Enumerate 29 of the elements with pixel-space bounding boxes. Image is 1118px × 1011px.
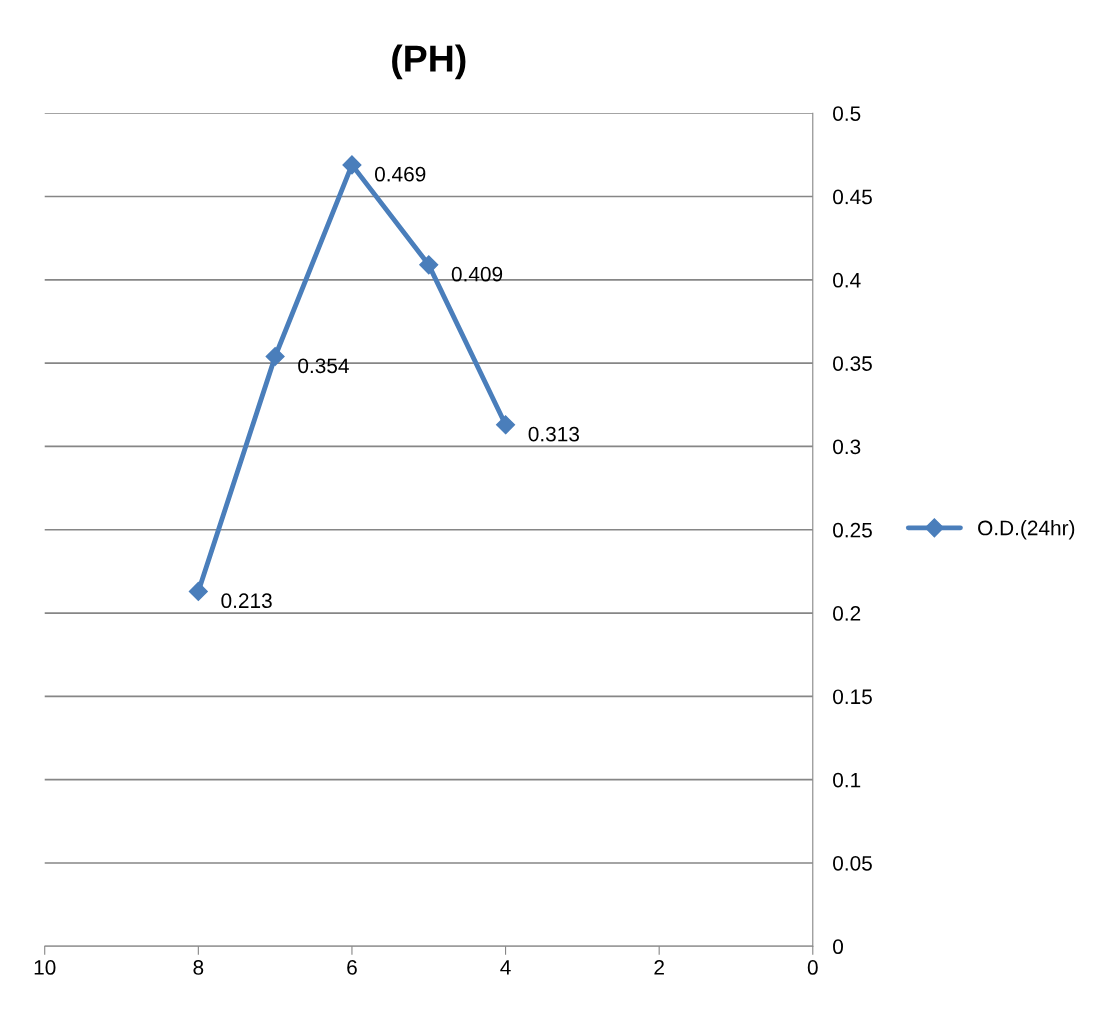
y-tick-label: 0 bbox=[833, 939, 843, 955]
x-tick-label: 2 bbox=[654, 960, 664, 975]
x-tick-label: 6 bbox=[347, 960, 357, 975]
y-tick-label: 0.5 bbox=[833, 106, 861, 121]
y-tick-label: 0.05 bbox=[833, 855, 872, 871]
point bbox=[188, 581, 208, 601]
y-tick-label: 0.3 bbox=[833, 439, 861, 455]
x-tick-label: 10 bbox=[34, 960, 56, 975]
data-label: 0.409 bbox=[451, 266, 503, 282]
data-label: 0.213 bbox=[221, 593, 272, 609]
y-tick-label: 0.25 bbox=[833, 522, 872, 538]
y-tick-label: 0.45 bbox=[833, 189, 872, 205]
data-label: 0.469 bbox=[374, 166, 426, 182]
point bbox=[419, 255, 439, 275]
x-tick-label: 8 bbox=[193, 960, 204, 975]
point bbox=[342, 155, 362, 175]
data-label: 0.354 bbox=[298, 358, 349, 374]
x-tick-label: 4 bbox=[500, 960, 511, 975]
y-tick-label: 0.4 bbox=[833, 272, 861, 288]
y-tick-label: 0.35 bbox=[833, 356, 872, 371]
point bbox=[496, 415, 516, 435]
data-label: 0.313 bbox=[528, 426, 579, 442]
chart-title: (PH) bbox=[392, 44, 466, 80]
point bbox=[265, 346, 285, 367]
y-tick-label: 0.15 bbox=[833, 689, 872, 705]
y-tick-label: 0.1 bbox=[833, 772, 861, 788]
legend-label: O.D.(24hr) bbox=[978, 520, 1075, 540]
y-tick-label: 0.2 bbox=[833, 606, 861, 621]
x-tick-label: 0 bbox=[807, 960, 818, 975]
